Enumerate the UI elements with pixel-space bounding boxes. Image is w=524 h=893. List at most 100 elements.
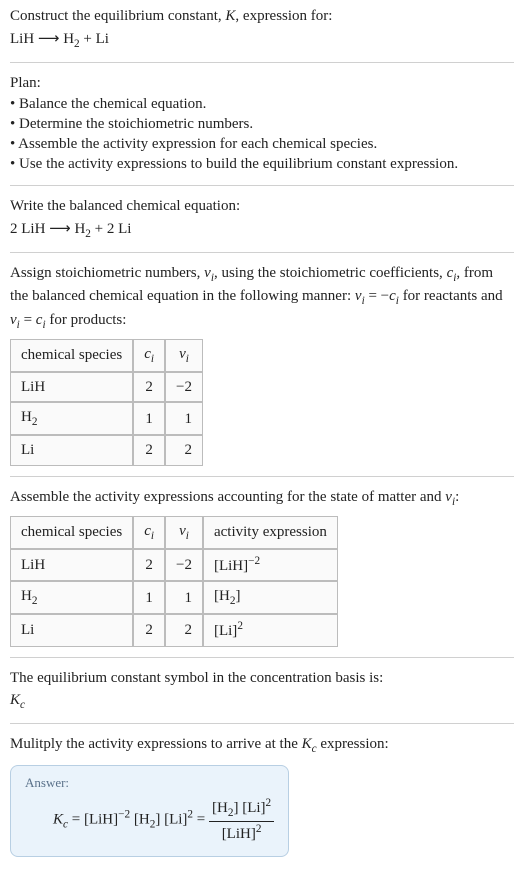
prompt-K: K (225, 8, 235, 24)
assign-block: Assign stoichiometric numbers, νi, using… (10, 263, 514, 465)
act-base: [LiH] (214, 558, 248, 574)
ans-K: K (53, 811, 63, 827)
arrow-icon: ⟶ (38, 29, 60, 47)
prompt-text-2: , expression for: (235, 8, 332, 24)
act-exp: −2 (248, 555, 260, 567)
assign-nu-1: ν (204, 265, 211, 281)
table-row: chemical species ci νi activity expressi… (10, 516, 338, 549)
cell-ci: 1 (133, 402, 165, 435)
col-species: chemical species (10, 339, 133, 372)
ans-eq1: = (68, 811, 84, 827)
assemble-block: Assemble the activity expressions accoun… (10, 487, 514, 647)
assemble-nu: ν (445, 489, 452, 505)
kc-K: K (10, 692, 20, 708)
balanced-block: Write the balanced chemical equation: 2 … (10, 196, 514, 242)
multiply-K: K (302, 736, 312, 752)
kc-symbol-block: The equilibrium constant symbol in the c… (10, 668, 514, 713)
nu: ν (179, 346, 186, 362)
multiply-text-2: expression: (317, 736, 389, 752)
assemble-text: Assemble the activity expressions accoun… (10, 489, 445, 505)
table-row: chemical species ci νi (10, 339, 203, 372)
nu-i: i (186, 530, 189, 542)
ans-li: [Li] (164, 811, 187, 827)
plan-bullet-1: • Balance the chemical equation. (10, 94, 514, 114)
cell-species: Li (10, 435, 133, 465)
den-lih: [LiH] (222, 826, 256, 842)
cell-ci: 2 (133, 549, 165, 581)
eq-h2-base: H (63, 31, 74, 47)
cell-species: H2 (10, 402, 133, 435)
kc-c: c (20, 699, 25, 711)
act-exp: 2 (237, 620, 243, 632)
cell-nui: −2 (165, 549, 203, 581)
page-root: Construct the equilibrium constant, K, e… (0, 0, 524, 873)
eq-tail: + Li (80, 31, 109, 47)
assign-text-5: for products: (46, 312, 127, 328)
assign-eq-prod: = (20, 312, 36, 328)
cell-species: LiH (10, 549, 133, 581)
answer-label: Answer: (25, 774, 274, 792)
assign-nu-2: ν (355, 288, 362, 304)
cell-nui: 1 (165, 581, 203, 614)
separator (10, 252, 514, 253)
prompt-block: Construct the equilibrium constant, K, e… (10, 6, 514, 52)
col-ci: ci (133, 339, 165, 372)
assign-text-2: , using the stoichiometric coefficients, (214, 265, 447, 281)
table-row: Li 2 2 (10, 435, 203, 465)
col-activity: activity expression (203, 516, 338, 549)
ans-lih-exp: −2 (118, 808, 130, 820)
separator (10, 657, 514, 658)
h2-base: H (21, 588, 32, 604)
ans-lih: [LiH] (84, 811, 118, 827)
separator (10, 185, 514, 186)
cell-ci: 2 (133, 435, 165, 465)
balanced-tail: + 2 Li (91, 221, 132, 237)
assign-text-4: for reactants and (399, 288, 503, 304)
balanced-left: 2 LiH (10, 221, 45, 237)
assign-text-1: Assign stoichiometric numbers, (10, 265, 204, 281)
col-ci: ci (133, 516, 165, 549)
multiply-block: Mulitply the activity expressions to arr… (10, 734, 514, 757)
cell-activity: [Li]2 (203, 614, 338, 646)
h2-base: H (21, 409, 32, 425)
cell-ci: 1 (133, 581, 165, 614)
ans-frac-den: [LiH]2 (209, 822, 274, 844)
activity-table: chemical species ci νi activity expressi… (10, 516, 338, 647)
ci-i: i (151, 530, 154, 542)
answer-expression: Kc = [LiH]−2 [H2] [Li]2 = [H2] [Li]2[LiH… (25, 796, 274, 844)
stoich-table: chemical species ci νi LiH 2 −2 H2 1 1 L… (10, 339, 203, 466)
cell-species: H2 (10, 581, 133, 614)
col-species: chemical species (10, 516, 133, 549)
table-row: Li 2 2 [Li]2 (10, 614, 338, 646)
num-li: [Li] (242, 800, 265, 816)
table-row: H2 1 1 [H 2] (10, 581, 338, 614)
eq-left: LiH (10, 31, 34, 47)
separator (10, 723, 514, 724)
cell-ci: 2 (133, 372, 165, 402)
table-row: LiH 2 −2 (10, 372, 203, 402)
cell-ci: 2 (133, 614, 165, 646)
cell-species: LiH (10, 372, 133, 402)
multiply-text-1: Mulitply the activity expressions to arr… (10, 736, 302, 752)
assign-nu-3: ν (10, 312, 17, 328)
num-h2-close: ] (233, 800, 242, 816)
ci-i: i (151, 353, 154, 365)
h2-sub: 2 (32, 595, 38, 607)
ci-c: c (144, 523, 151, 539)
plan-block: Plan: • Balance the chemical equation. •… (10, 73, 514, 174)
table-row: H2 1 1 (10, 402, 203, 435)
nu-i: i (186, 353, 189, 365)
den-lih-exp: 2 (256, 823, 262, 835)
answer-wrapper: Answer: Kc = [LiH]−2 [H2] [Li]2 = [H2] [… (10, 765, 514, 857)
cell-activity: [LiH]−2 (203, 549, 338, 581)
h2-sub: 2 (32, 416, 38, 428)
ans-fraction: [H2] [Li]2[LiH]2 (209, 796, 274, 844)
num-h2-open: [H (212, 800, 228, 816)
ans-eq2: = (193, 811, 209, 827)
plan-bullet-4: • Use the activity expressions to build … (10, 154, 514, 174)
col-nui: νi (165, 516, 203, 549)
answer-box: Answer: Kc = [LiH]−2 [H2] [Li]2 = [H2] [… (10, 765, 289, 857)
act-close: ] (235, 588, 240, 604)
act-open: [H (214, 588, 230, 604)
plan-title: Plan: (10, 73, 514, 93)
